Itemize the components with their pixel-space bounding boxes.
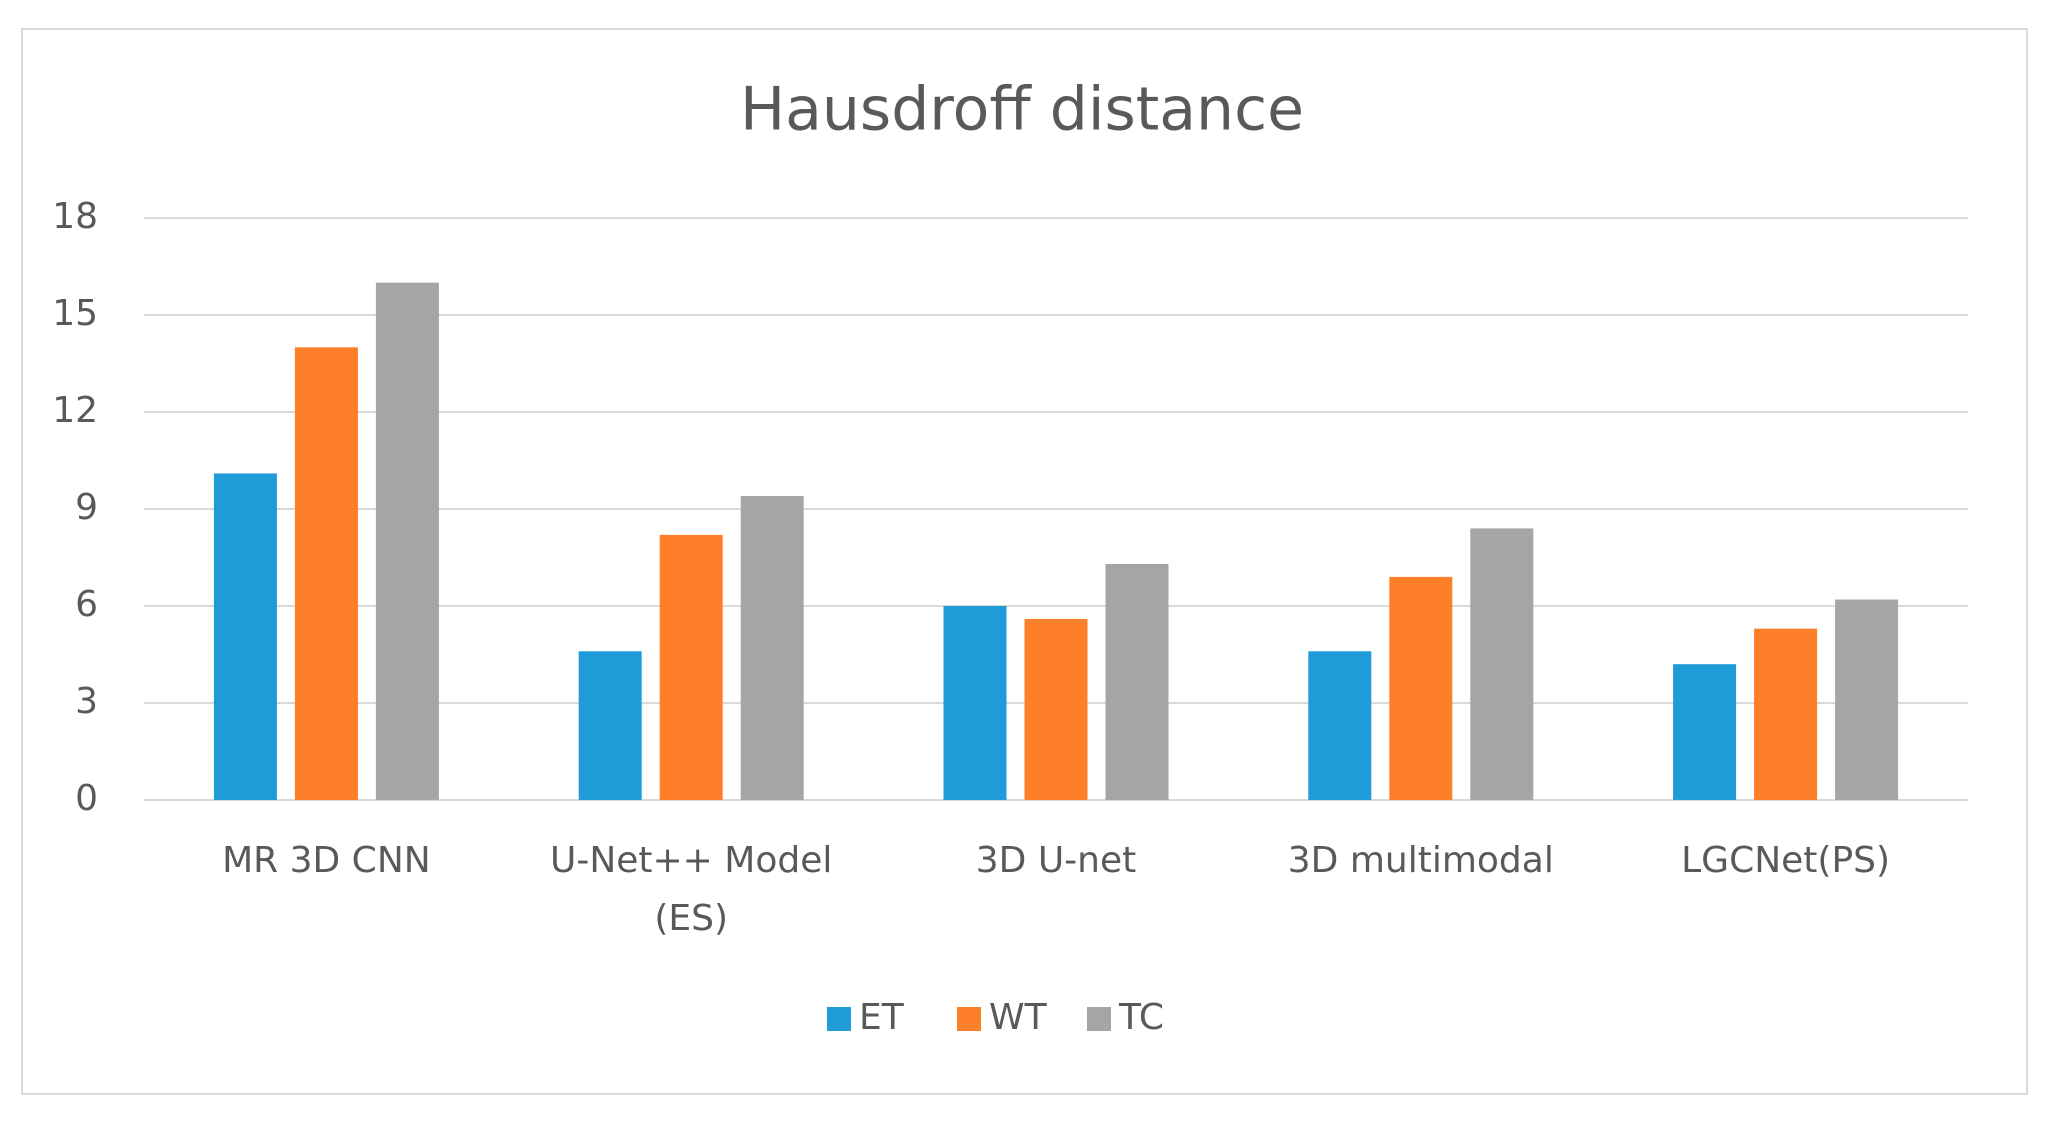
- chart-title: Hausdroff distance: [740, 75, 1304, 145]
- bar: [213, 473, 277, 800]
- bar: [943, 606, 1007, 800]
- bar: [1024, 618, 1088, 800]
- x-tick-label: U-Net++ Model (ES): [549, 840, 833, 939]
- bar: [1105, 563, 1169, 800]
- bar: [659, 534, 723, 800]
- bar: [1835, 599, 1899, 800]
- y-tick-label: 12: [52, 390, 98, 431]
- bar: [1470, 528, 1534, 800]
- x-tick-label: LGCNet(PS): [1681, 840, 1891, 881]
- legend-swatch: [827, 1007, 851, 1031]
- x-tick-label: 3D U-net: [975, 840, 1137, 881]
- bar: [294, 347, 358, 800]
- y-tick-label: 18: [52, 196, 98, 237]
- bar: [578, 651, 642, 800]
- bar: [1754, 628, 1818, 800]
- legend-label: WT: [989, 997, 1048, 1038]
- legend-label: TC: [1118, 997, 1164, 1038]
- y-tick-label: 6: [75, 584, 98, 625]
- y-tick-label: 15: [52, 293, 98, 334]
- legend-label: ET: [859, 997, 905, 1038]
- bar: [375, 282, 439, 801]
- y-tick-label: 9: [75, 487, 98, 528]
- bar: [1308, 651, 1372, 800]
- bar: [1673, 664, 1737, 800]
- legend-swatch: [1087, 1007, 1111, 1031]
- bar: [1389, 576, 1453, 800]
- x-tick-label: MR 3D CNN: [222, 840, 431, 881]
- y-tick-label: 0: [75, 778, 98, 819]
- x-tick-label: 3D multimodal: [1287, 840, 1554, 881]
- y-tick-label: 3: [75, 681, 98, 722]
- legend-swatch: [957, 1007, 981, 1031]
- bar: [740, 496, 804, 800]
